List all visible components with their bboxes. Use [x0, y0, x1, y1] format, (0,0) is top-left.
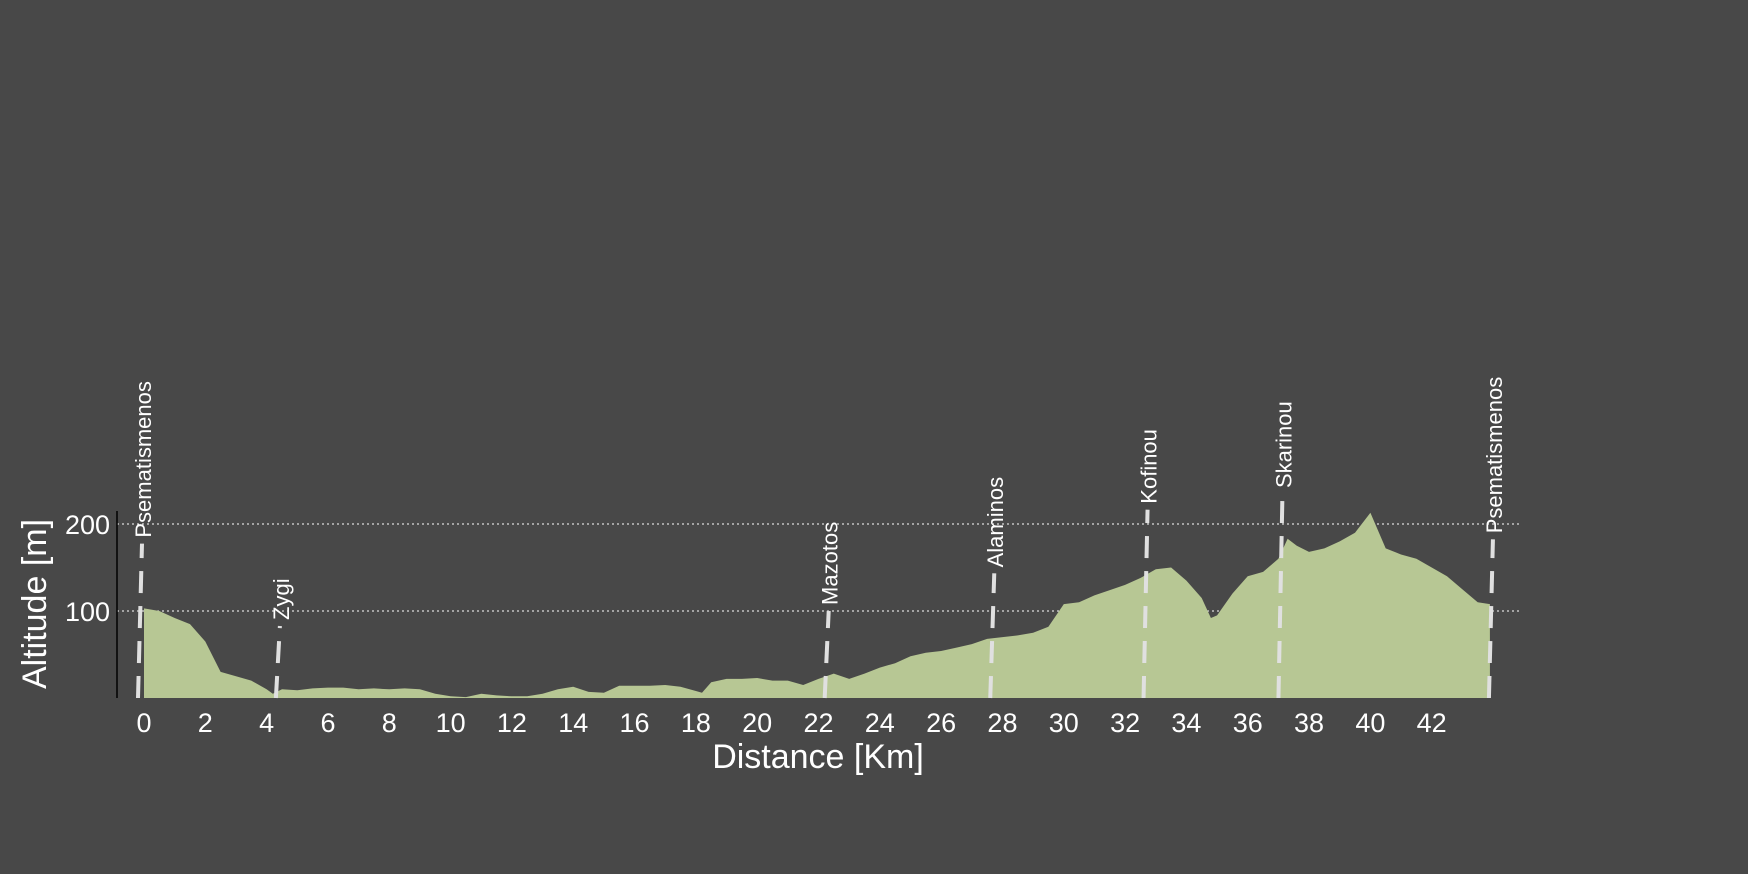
y-axis-title: Altitude [m] — [16, 519, 54, 689]
x-tick-label: 22 — [803, 708, 833, 738]
x-tick-label: 32 — [1110, 708, 1140, 738]
x-tick-label: 8 — [382, 708, 397, 738]
waypoint-label: Psematismenos — [1482, 377, 1507, 534]
x-tick-label: 36 — [1233, 708, 1263, 738]
waypoint-marker — [136, 543, 144, 699]
x-tick-label: 16 — [620, 708, 650, 738]
x-tick-label: 10 — [436, 708, 466, 738]
area-layer — [144, 512, 1490, 698]
x-axis-title: Distance [Km] — [712, 738, 924, 776]
x-tick-labels: 0 2 4 6 8 10 12 14 16 18 20 22 24 26 28 30 32 34 36 38 40 42 — [136, 708, 1446, 738]
x-tick-label: 0 — [136, 708, 151, 738]
waypoint-marker — [1141, 509, 1150, 699]
x-tick-label: 6 — [320, 708, 335, 738]
x-tick-label: 2 — [198, 708, 213, 738]
waypoint-label: Zygi — [269, 578, 294, 620]
y-tick-labels: 100 200 — [65, 510, 110, 627]
waypoint-label: Skarinou — [1271, 401, 1296, 488]
waypoint-layer: Psematismenos Zygi Mazotos Alaminos Kofinou S… — [131, 377, 1507, 699]
x-tick-label: 40 — [1355, 708, 1385, 738]
waypoint-label: Psematismenos — [131, 381, 156, 538]
x-tick-label: 18 — [681, 708, 711, 738]
x-tick-label: 26 — [926, 708, 956, 738]
waypoint-marker — [822, 610, 831, 699]
x-tick-label: 24 — [865, 708, 895, 738]
x-tick-label: 14 — [558, 708, 588, 738]
waypoint-label: Alaminos — [983, 477, 1008, 567]
x-tick-label: 38 — [1294, 708, 1324, 738]
x-tick-label: 30 — [1049, 708, 1079, 738]
waypoint-label: Kofinou — [1137, 429, 1162, 504]
elevation-area — [144, 512, 1490, 698]
waypoint-marker — [1486, 539, 1495, 699]
y-tick-label: 100 — [65, 597, 110, 627]
x-tick-label: 20 — [742, 708, 772, 738]
x-tick-label: 42 — [1417, 708, 1447, 738]
waypoint-marker — [988, 573, 997, 699]
waypoint-label: Mazotos — [818, 522, 843, 605]
x-tick-label: 28 — [987, 708, 1017, 738]
x-tick-label: 34 — [1171, 708, 1201, 738]
y-tick-label: 200 — [65, 510, 110, 540]
x-tick-label: 4 — [259, 708, 274, 738]
grid-layer — [117, 523, 1520, 612]
waypoint-marker — [273, 625, 282, 699]
x-tick-label: 12 — [497, 708, 527, 738]
